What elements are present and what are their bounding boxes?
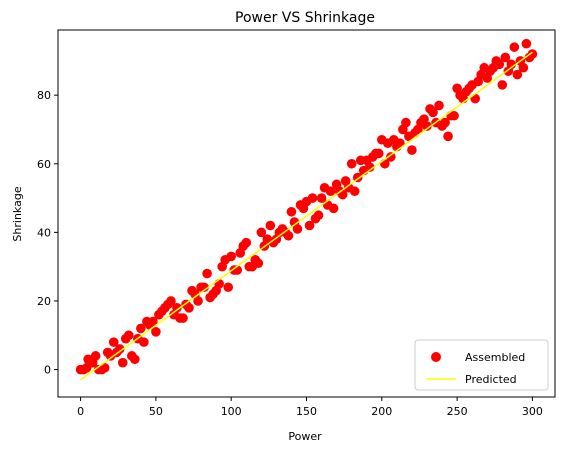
scatter-point-103 bbox=[386, 152, 396, 162]
x-tick-label: 300 bbox=[522, 405, 543, 418]
scatter-point-46 bbox=[214, 279, 224, 289]
scatter-point-32 bbox=[172, 303, 182, 313]
chart-title: Power VS Shrinkage bbox=[235, 10, 375, 26]
scatter-point-21 bbox=[139, 337, 149, 347]
y-axis-label: Shrinkage bbox=[11, 186, 24, 241]
scatter-point-55 bbox=[241, 237, 252, 248]
scatter-point-148 bbox=[521, 38, 532, 49]
x-tick-label: 250 bbox=[447, 405, 468, 418]
scatter-point-124 bbox=[449, 110, 459, 121]
scatter-point-140 bbox=[497, 80, 508, 90]
scatter-point-122 bbox=[443, 131, 453, 142]
scatter-point-108 bbox=[401, 117, 411, 128]
scatter-point-117 bbox=[428, 107, 438, 118]
x-axis: 0 50 100 150 200 250 300 bbox=[77, 397, 543, 418]
scatter-point-25 bbox=[151, 327, 161, 337]
scatter-point-70 bbox=[286, 206, 297, 217]
scatter-point-14 bbox=[117, 357, 128, 368]
scatter-point-34 bbox=[178, 313, 188, 323]
scatter-point-36 bbox=[184, 303, 194, 313]
scatter-point-131 bbox=[470, 93, 480, 104]
scatter-point-106 bbox=[395, 138, 405, 148]
series-layer bbox=[75, 38, 538, 381]
scatter-point-145 bbox=[512, 69, 523, 80]
scatter-point-110 bbox=[407, 145, 417, 155]
scatter-point-72 bbox=[292, 224, 303, 234]
legend-marker-assembled bbox=[431, 352, 441, 362]
predicted-line bbox=[80, 51, 533, 381]
y-tick-label: 80 bbox=[37, 89, 51, 102]
x-tick-label: 150 bbox=[296, 405, 317, 418]
scatter-point-42 bbox=[202, 268, 212, 279]
scatter-point-76 bbox=[304, 220, 315, 231]
x-tick-label: 200 bbox=[371, 405, 392, 418]
scatter-point-59 bbox=[253, 258, 264, 269]
scatter-point-147 bbox=[518, 62, 529, 73]
scatter-point-50 bbox=[226, 251, 236, 262]
legend-label-assembled: Assembled bbox=[465, 351, 525, 364]
scatter-point-49 bbox=[223, 282, 233, 293]
legend-box bbox=[414, 339, 549, 391]
scatter-point-20 bbox=[136, 323, 146, 334]
scatter-point-77 bbox=[307, 193, 318, 203]
scatter-point-144 bbox=[509, 42, 520, 52]
scatter-point-16 bbox=[123, 330, 134, 341]
scatter-point-96 bbox=[364, 162, 375, 172]
scatter-point-91 bbox=[349, 186, 360, 197]
scatter-point-30 bbox=[166, 296, 176, 306]
scatter-point-84 bbox=[328, 203, 339, 214]
scatter-point-18 bbox=[130, 354, 140, 365]
scatter-point-141 bbox=[500, 52, 511, 63]
scatter-point-99 bbox=[373, 148, 384, 159]
scatter-point-121 bbox=[440, 117, 450, 128]
scatter-point-139 bbox=[494, 59, 505, 70]
x-tick-label: 100 bbox=[221, 405, 242, 418]
legend-label-predicted: Predicted bbox=[465, 373, 517, 386]
legend: Assembled Predicted bbox=[414, 339, 549, 391]
scatter-point-90 bbox=[346, 158, 357, 169]
scatter-point-63 bbox=[265, 220, 276, 231]
scatter-point-24 bbox=[148, 316, 158, 327]
scatter-point-83 bbox=[325, 186, 336, 197]
x-tick-label: 50 bbox=[149, 405, 163, 418]
y-tick-label: 40 bbox=[37, 226, 51, 239]
scatter-point-119 bbox=[434, 100, 444, 111]
x-tick-label: 0 bbox=[77, 405, 84, 418]
scatter-point-69 bbox=[283, 230, 294, 241]
scatter-point-79 bbox=[313, 210, 324, 221]
scatter-point-80 bbox=[316, 193, 327, 203]
scatter-point-150 bbox=[527, 49, 538, 59]
scatter-point-13 bbox=[114, 344, 125, 354]
scatter-point-8 bbox=[99, 363, 110, 373]
scatter-point-115 bbox=[422, 121, 432, 131]
y-tick-label: 20 bbox=[37, 295, 51, 308]
x-axis-label: Power bbox=[288, 430, 322, 443]
scatter-point-39 bbox=[193, 296, 203, 306]
scatter-point-5 bbox=[90, 351, 101, 361]
scatter-point-60 bbox=[256, 227, 267, 238]
scatter-point-41 bbox=[199, 282, 209, 293]
scatter-point-11 bbox=[108, 337, 119, 347]
y-axis: 0 20 40 60 80 bbox=[37, 89, 58, 377]
y-tick-label: 0 bbox=[44, 364, 51, 377]
y-tick-label: 60 bbox=[37, 158, 51, 171]
